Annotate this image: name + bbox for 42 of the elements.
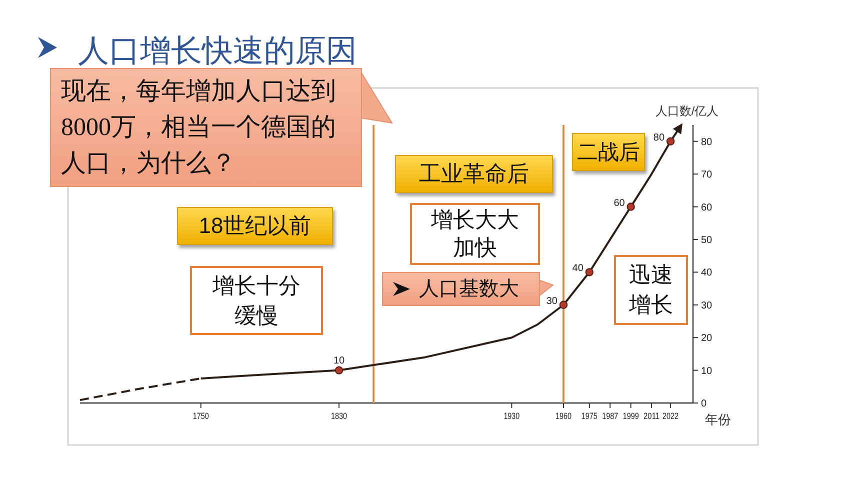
y-tick-label: 80	[701, 136, 713, 148]
x-tick-label: 1975	[581, 411, 602, 421]
annotation: 增长大大加快	[410, 203, 540, 265]
annotation: 迅速增长	[614, 255, 688, 325]
annotation: 18世纪以前	[198, 212, 312, 240]
x-tick-label: 1830	[331, 411, 352, 421]
annotation: 增长大大加快	[430, 206, 520, 262]
data-label: 40	[572, 263, 584, 274]
y-tick-label: 30	[701, 300, 713, 312]
y-tick-label: 60	[701, 202, 713, 214]
data-label: 60	[614, 198, 625, 209]
xlabel: 年份	[705, 412, 731, 427]
annotation: 现在，每年增加人口达到8000万，相当一个德国的人口，为什么？	[50, 68, 362, 187]
y-tick-label: 50	[701, 234, 713, 246]
x-tick-label: 1930	[504, 411, 524, 421]
annotation: 工业革命后	[395, 155, 553, 193]
x-tick-label: 1750	[192, 411, 213, 421]
title: 人口增长快速的原因	[78, 33, 357, 68]
annotation: 人口基数大	[382, 272, 540, 306]
annotation: 增长十分缓慢	[190, 266, 323, 335]
x-tick-label: 1960	[555, 411, 576, 421]
x-tick-label: 2022	[662, 411, 683, 421]
annotation: 人口基数大	[419, 277, 519, 302]
y-tick-label: 40	[701, 268, 713, 279]
ylabel: 人口数/亿人	[655, 104, 719, 118]
annotation: 18世纪以前	[177, 207, 333, 245]
x-tick-label: 1987	[602, 411, 622, 421]
annotation: 增长十分缓慢	[212, 272, 302, 330]
x-tick-label: 2011	[644, 411, 663, 421]
annotation: 二战后	[572, 133, 645, 171]
data-label: 30	[546, 296, 558, 307]
annotation: 二战后	[577, 140, 640, 166]
y-tick-label: 20	[701, 333, 713, 344]
y-tick-label: 0	[701, 398, 707, 410]
annotation: 迅速增长	[628, 261, 674, 319]
data-label: 10	[333, 355, 345, 366]
x-tick-label: 1999	[622, 411, 643, 421]
annotation: 工业革命后	[419, 160, 529, 188]
data-label: 80	[653, 132, 665, 144]
y-tick-label: 10	[701, 366, 713, 377]
annotation: 现在，每年增加人口达到8000万，相当一个德国的人口，为什么？	[61, 76, 337, 178]
y-tick-label: 70	[701, 170, 713, 181]
